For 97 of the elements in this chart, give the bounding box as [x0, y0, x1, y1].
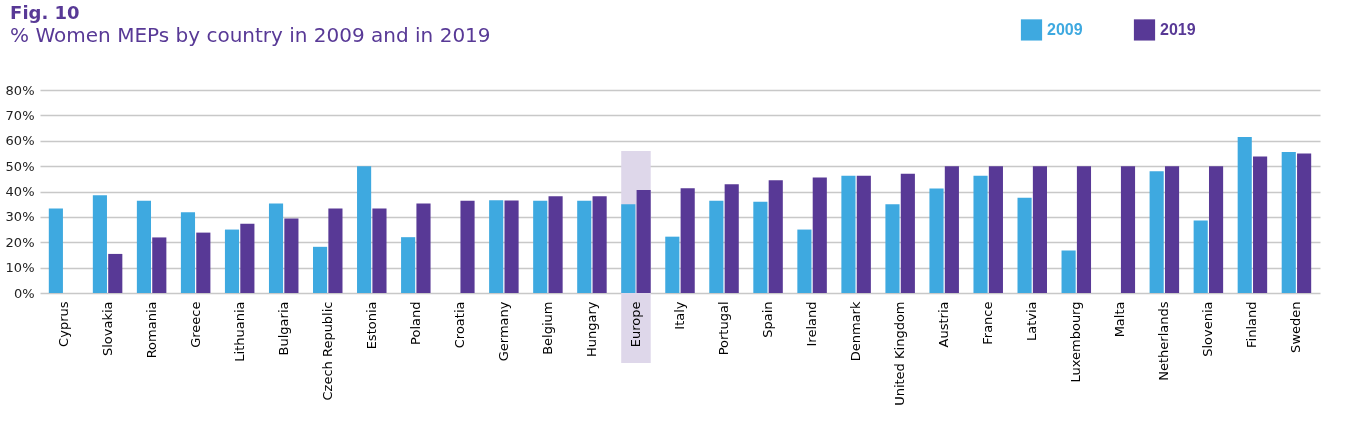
bar	[709, 200, 724, 293]
bar	[1297, 153, 1312, 293]
x-tick-label: Portugal	[716, 301, 732, 356]
bar	[224, 229, 240, 293]
x-tick-label: Ireland	[804, 301, 820, 347]
bar	[1193, 220, 1208, 293]
chart-title: Fig. 10	[10, 2, 80, 23]
bar	[108, 253, 123, 293]
bar	[1076, 166, 1092, 293]
x-tick-label: Croatia	[451, 301, 467, 349]
bar	[136, 200, 152, 293]
bar	[313, 246, 328, 293]
legend-label: 2009	[1047, 20, 1083, 38]
bar	[1164, 166, 1180, 293]
bar	[180, 212, 196, 293]
bar	[753, 201, 768, 293]
x-tick-label: Belgium	[539, 301, 555, 355]
legend-label: 2019	[1160, 20, 1196, 38]
bar	[768, 180, 783, 293]
x-tick-label: Slovenia	[1200, 301, 1216, 357]
x-tick-label: Cyprus	[55, 301, 71, 347]
y-tick-label: 80%	[5, 82, 35, 98]
bar	[812, 177, 827, 293]
bar	[460, 200, 475, 293]
bar	[680, 188, 695, 293]
bar	[548, 196, 563, 293]
bar	[92, 195, 107, 293]
bar	[577, 200, 592, 293]
bar	[1237, 136, 1252, 293]
x-tick-label: Greece	[187, 301, 203, 348]
bar	[48, 208, 63, 293]
y-tick-label: 40%	[5, 184, 35, 199]
x-tick-label: Romania	[143, 301, 159, 359]
bar	[1208, 166, 1224, 293]
bar	[1149, 171, 1164, 293]
x-tick-label: Poland	[407, 301, 423, 345]
bar	[944, 166, 959, 293]
y-tick-label: 70%	[5, 107, 35, 123]
x-tick-label: Europe	[627, 301, 643, 348]
bar	[900, 173, 915, 293]
bar	[973, 175, 988, 293]
bar	[284, 218, 299, 293]
bar	[489, 200, 504, 293]
bar	[416, 203, 431, 293]
bar	[621, 204, 636, 293]
bar	[724, 184, 739, 293]
x-tick-label: Denmark	[848, 301, 864, 362]
x-tick-label: Czech Republic	[319, 301, 335, 401]
bar	[592, 196, 607, 293]
bar	[988, 166, 1003, 293]
bar	[1061, 250, 1076, 293]
bar	[1032, 166, 1047, 293]
x-tick-label: France	[980, 301, 996, 345]
bar	[152, 237, 167, 293]
bar	[636, 189, 651, 293]
y-tick-label: 30%	[5, 209, 35, 225]
x-tick-label: Austria	[936, 301, 952, 348]
bar	[504, 200, 519, 293]
chart-subtitle: % Women MEPs by country in 2009 and in 2019	[10, 23, 491, 47]
y-tick-label: 60%	[5, 133, 35, 149]
bar	[357, 166, 372, 293]
bar	[328, 208, 343, 293]
x-tick-label: Luxembourg	[1068, 301, 1084, 383]
x-tick-label: Hungary	[583, 301, 599, 358]
bar	[841, 175, 856, 293]
x-tick-label: Estonia	[363, 301, 379, 350]
bar	[797, 229, 812, 293]
bar	[665, 236, 680, 293]
bar	[1017, 197, 1032, 293]
bar	[268, 203, 284, 293]
x-tick-label: United Kingdom	[892, 301, 908, 406]
y-tick-label: 20%	[5, 234, 35, 250]
x-tick-label: Slovakia	[99, 301, 115, 357]
bar	[1120, 166, 1136, 293]
bar	[533, 200, 548, 293]
x-tick-label: Netherlands	[1156, 301, 1172, 381]
bar	[401, 237, 416, 293]
bar	[240, 223, 255, 293]
bar	[1281, 151, 1296, 293]
bar	[885, 204, 900, 293]
bar	[196, 232, 211, 293]
bar	[372, 208, 387, 293]
x-tick-label: Latvia	[1024, 301, 1040, 342]
x-tick-label: Malta	[1112, 301, 1128, 338]
x-tick-label: Italy	[672, 301, 687, 330]
y-tick-label: 50%	[5, 158, 35, 174]
bar	[856, 175, 871, 293]
y-tick-label: 0%	[13, 285, 35, 301]
x-tick-label: Bulgaria	[275, 301, 291, 356]
y-tick-label: 10%	[5, 260, 35, 276]
bar	[929, 188, 944, 293]
x-tick-label: Germany	[495, 301, 511, 362]
bar	[1253, 156, 1268, 293]
x-tick-label: Finland	[1244, 301, 1260, 348]
x-tick-label: Spain	[760, 301, 776, 338]
x-tick-label: Sweden	[1288, 301, 1304, 353]
x-tick-label: Lithuania	[231, 301, 247, 362]
